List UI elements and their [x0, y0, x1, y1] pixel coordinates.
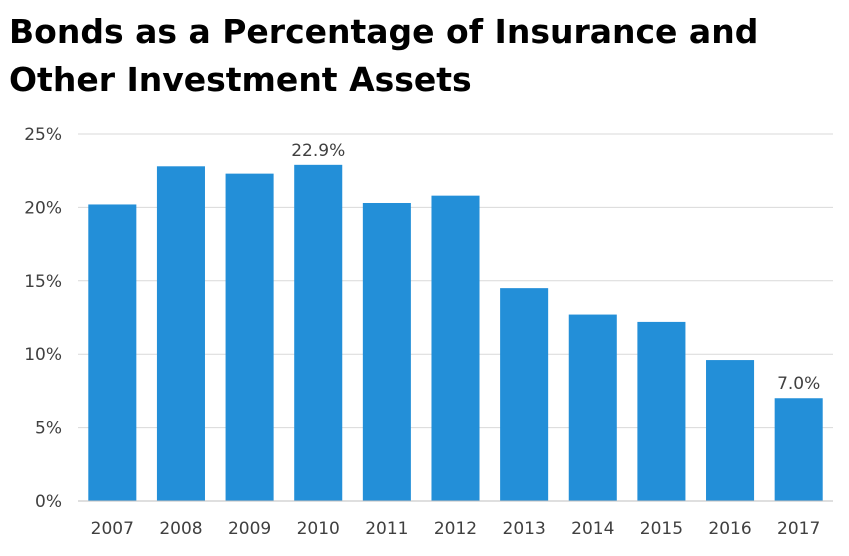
x-tick-label-2014: 2014 — [571, 519, 614, 539]
x-tick-label-2009: 2009 — [228, 519, 271, 539]
y-tick-label: 20% — [24, 198, 62, 218]
y-tick-label: 0% — [35, 492, 62, 512]
x-tick-label-2017: 2017 — [777, 519, 820, 539]
x-tick-label-2015: 2015 — [640, 519, 683, 539]
y-tick-label: 10% — [24, 345, 62, 365]
x-tick-label-2011: 2011 — [365, 519, 408, 539]
bar-2010 — [294, 164, 343, 501]
x-tick-label-2013: 2013 — [503, 519, 546, 539]
bar-2015 — [637, 321, 686, 501]
y-axis-tick-labels: 0% 5% 10% 15% 20% 25% — [24, 125, 62, 512]
x-tick-label-2016: 2016 — [708, 519, 751, 539]
bar-2011 — [362, 202, 411, 501]
chart-title-line-2: Other Investment Assets — [9, 60, 472, 99]
bar-2017 — [774, 398, 823, 501]
y-tick-label: 5% — [35, 419, 62, 439]
bar-2013 — [500, 288, 549, 501]
bar-2009 — [225, 173, 274, 502]
x-axis-tick-labels: 2007 2008 2009 2010 2011 2012 2013 2014 2015 2016… — [91, 519, 821, 539]
bar-2014 — [568, 314, 617, 501]
x-tick-label-2010: 2010 — [297, 519, 340, 539]
chart-title: Bonds as a Percentage of Insurance and O… — [9, 8, 839, 104]
data-label-2010: 22.9% — [291, 141, 345, 161]
chart-title-line-1: Bonds as a Percentage of Insurance and — [9, 12, 759, 51]
data-labels: 22.9% 7.0% — [291, 141, 820, 394]
data-label-2017: 7.0% — [777, 374, 820, 394]
x-tick-label-2012: 2012 — [434, 519, 477, 539]
x-tick-label-2008: 2008 — [159, 519, 202, 539]
bars — [88, 164, 823, 502]
bar-2012 — [431, 195, 480, 501]
x-tick-label-2007: 2007 — [91, 519, 134, 539]
bar-2016 — [706, 360, 755, 501]
bar-2007 — [88, 204, 137, 502]
y-tick-label: 25% — [24, 125, 62, 145]
bar-2008 — [156, 166, 205, 501]
y-tick-label: 15% — [24, 272, 62, 292]
